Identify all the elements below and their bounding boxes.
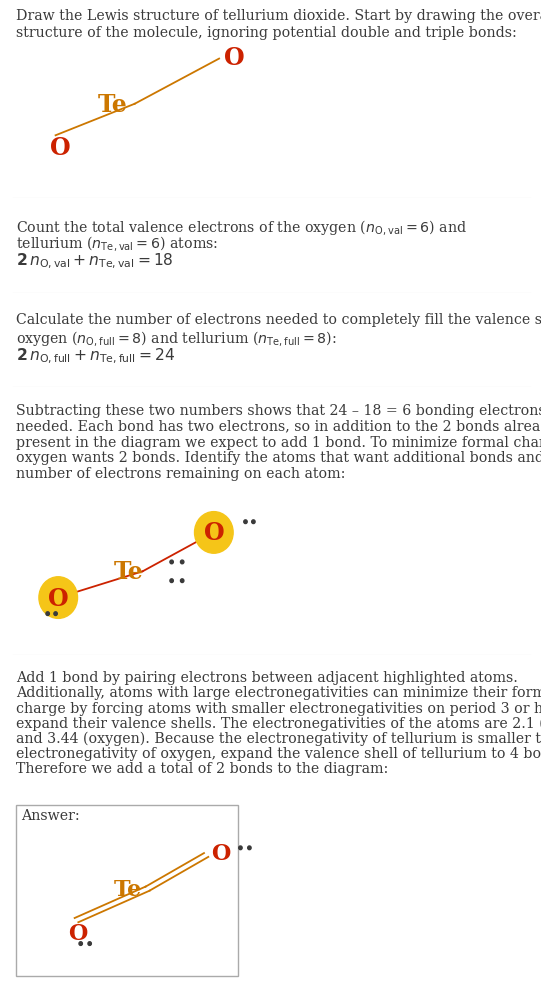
- Ellipse shape: [239, 846, 242, 850]
- Ellipse shape: [54, 612, 57, 616]
- Text: Add 1 bond by pairing electrons between adjacent highlighted atoms.: Add 1 bond by pairing electrons between …: [16, 670, 518, 684]
- Text: oxygen ($n_{\mathrm{O,full}} = 8$) and tellurium ($n_{\mathrm{Te,full}} = 8$):: oxygen ($n_{\mathrm{O,full}} = 8$) and t…: [16, 328, 337, 347]
- Text: charge by forcing atoms with smaller electronegativities on period 3 or higher t: charge by forcing atoms with smaller ele…: [16, 701, 541, 715]
- Ellipse shape: [252, 521, 255, 524]
- Ellipse shape: [248, 846, 251, 850]
- Text: and 3.44 (oxygen). Because the electronegativity of tellurium is smaller than th: and 3.44 (oxygen). Because the electrone…: [16, 732, 541, 745]
- Ellipse shape: [79, 942, 82, 946]
- Text: needed. Each bond has two electrons, so in addition to the 2 bonds already: needed. Each bond has two electrons, so …: [16, 419, 541, 434]
- Text: Count the total valence electrons of the oxygen ($n_{\mathrm{O,val}} = 6$) and: Count the total valence electrons of the…: [16, 218, 467, 237]
- Text: O: O: [48, 586, 69, 610]
- Text: O: O: [203, 521, 224, 545]
- Text: Therefore we add a total of 2 bonds to the diagram:: Therefore we add a total of 2 bonds to t…: [16, 762, 388, 776]
- Text: Subtracting these two numbers shows that 24 – 18 = 6 bonding electrons are: Subtracting these two numbers shows that…: [16, 404, 541, 418]
- Text: present in the diagram we expect to add 1 bond. To minimize formal charge: present in the diagram we expect to add …: [16, 435, 541, 450]
- Ellipse shape: [181, 560, 184, 564]
- Text: O: O: [212, 842, 231, 865]
- Text: number of electrons remaining on each atom:: number of electrons remaining on each at…: [16, 466, 346, 481]
- Text: oxygen wants 2 bonds. Identify the atoms that want additional bonds and the: oxygen wants 2 bonds. Identify the atoms…: [16, 451, 541, 465]
- Text: O: O: [69, 922, 88, 945]
- Text: tellurium ($n_{\mathrm{Te,val}} = 6$) atoms:: tellurium ($n_{\mathrm{Te,val}} = 6$) at…: [16, 234, 218, 252]
- Ellipse shape: [170, 579, 173, 583]
- Ellipse shape: [88, 942, 91, 946]
- Text: structure of the molecule, ignoring potential double and triple bonds:: structure of the molecule, ignoring pote…: [16, 26, 517, 39]
- Text: Te: Te: [98, 93, 128, 116]
- Ellipse shape: [181, 579, 184, 583]
- Text: electronegativity of oxygen, expand the valence shell of tellurium to 4 bonds.: electronegativity of oxygen, expand the …: [16, 746, 541, 760]
- Text: expand their valence shells. The electronegativities of the atoms are 2.1 (tellu: expand their valence shells. The electro…: [16, 716, 541, 731]
- Ellipse shape: [170, 560, 173, 564]
- FancyBboxPatch shape: [16, 805, 237, 976]
- Text: Additionally, atoms with large electronegativities can minimize their formal: Additionally, atoms with large electrone…: [16, 685, 541, 700]
- Text: Te: Te: [114, 878, 142, 899]
- Ellipse shape: [244, 521, 247, 524]
- Text: Draw the Lewis structure of tellurium dioxide. Start by drawing the overall: Draw the Lewis structure of tellurium di…: [16, 9, 541, 23]
- Text: $\mathbf{2}\, n_{\mathrm{O,val}} + n_{\mathrm{Te,val}} = 18$: $\mathbf{2}\, n_{\mathrm{O,val}} + n_{\m…: [16, 251, 174, 271]
- Text: $\mathbf{2}\, n_{\mathrm{O,full}} + n_{\mathrm{Te,full}} = 24$: $\mathbf{2}\, n_{\mathrm{O,full}} + n_{\…: [16, 346, 175, 366]
- Ellipse shape: [39, 577, 77, 619]
- Ellipse shape: [46, 612, 49, 616]
- Text: Te: Te: [114, 560, 143, 584]
- Text: O: O: [50, 136, 71, 160]
- Text: Calculate the number of electrons needed to completely fill the valence shells f: Calculate the number of electrons needed…: [16, 313, 541, 326]
- Ellipse shape: [195, 512, 233, 554]
- Text: O: O: [225, 45, 245, 70]
- Text: Answer:: Answer:: [21, 808, 80, 822]
